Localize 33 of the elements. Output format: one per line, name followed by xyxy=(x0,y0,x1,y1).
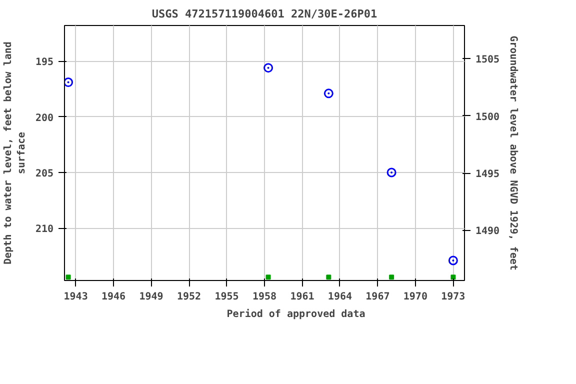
point xyxy=(450,274,456,280)
y-tick-label: 195 xyxy=(35,57,54,68)
y-tick-label: 210 xyxy=(35,224,54,236)
point xyxy=(66,274,71,280)
x-tick-label: 1958 xyxy=(252,292,277,302)
x-tick-label: 1943 xyxy=(64,292,88,302)
x-tick-label: 1973 xyxy=(441,292,466,302)
chart-title: USGS 472157119004601 22N/30E-26P01 xyxy=(152,8,378,20)
point xyxy=(64,78,74,88)
point xyxy=(448,256,458,266)
x-tick-label: 1967 xyxy=(366,292,390,302)
x-tick-label: 1949 xyxy=(139,292,164,302)
point xyxy=(324,88,334,98)
point xyxy=(264,63,274,73)
y-tick-label: 200 xyxy=(35,112,54,124)
y2-tick-label: 1505 xyxy=(476,54,500,66)
y-axis-title: Depth to water level, feet below land surface xyxy=(3,42,28,264)
y2-tick-label: 1490 xyxy=(476,226,500,238)
y2-tick-label: 1500 xyxy=(476,112,500,123)
x-tick-label: 1964 xyxy=(328,292,352,302)
y2-tick-label: 1495 xyxy=(476,169,500,180)
x-tick-label: 1952 xyxy=(176,292,202,302)
x-tick-label: 1955 xyxy=(214,292,239,302)
x-tick-label: 1961 xyxy=(290,292,314,302)
x-tick-label: 1946 xyxy=(102,292,126,302)
point xyxy=(389,274,394,280)
point xyxy=(326,274,332,280)
y-tick-label: 205 xyxy=(35,168,54,180)
text: Period of approved data xyxy=(226,308,366,320)
point xyxy=(266,274,271,280)
x-tick-label: 1970 xyxy=(403,292,428,302)
y2-axis-title: Groundwater level above NGVD 1929, feet xyxy=(508,36,519,270)
point xyxy=(386,168,396,178)
